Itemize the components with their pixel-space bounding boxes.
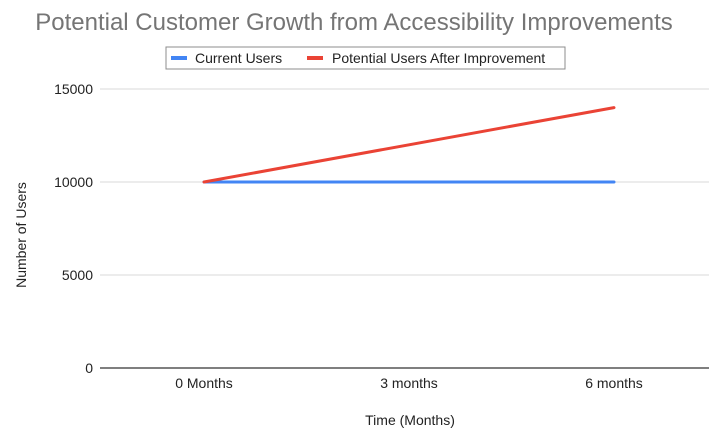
legend-label-current-users: Current Users [195,50,282,66]
y-tick-label: 15000 [54,81,93,97]
x-tick-label: 3 months [380,375,438,391]
legend-frame [165,46,566,70]
series-line-potential-users [202,106,616,184]
x-axis-ticks: 0 Months 3 months 6 months [175,375,643,391]
y-tick-label: 0 [85,360,93,376]
y-tick-label: 10000 [54,174,93,190]
x-tick-label: 0 Months [175,375,233,391]
chart-title: Potential Customer Growth from Accessibi… [35,9,673,36]
x-tick-label: 6 months [585,375,643,391]
y-tick-label: 5000 [62,267,93,283]
legend-label-potential-users: Potential Users After Improvement [332,50,545,66]
y-axis-ticks: 0 5000 10000 15000 [54,81,93,376]
gridlines [100,88,709,369]
series-lines [202,106,616,184]
y-axis-title: Number of Users [13,182,29,288]
legend: Current Users Potential Users After Impr… [165,46,566,70]
x-axis-title: Time (Months) [365,412,455,428]
